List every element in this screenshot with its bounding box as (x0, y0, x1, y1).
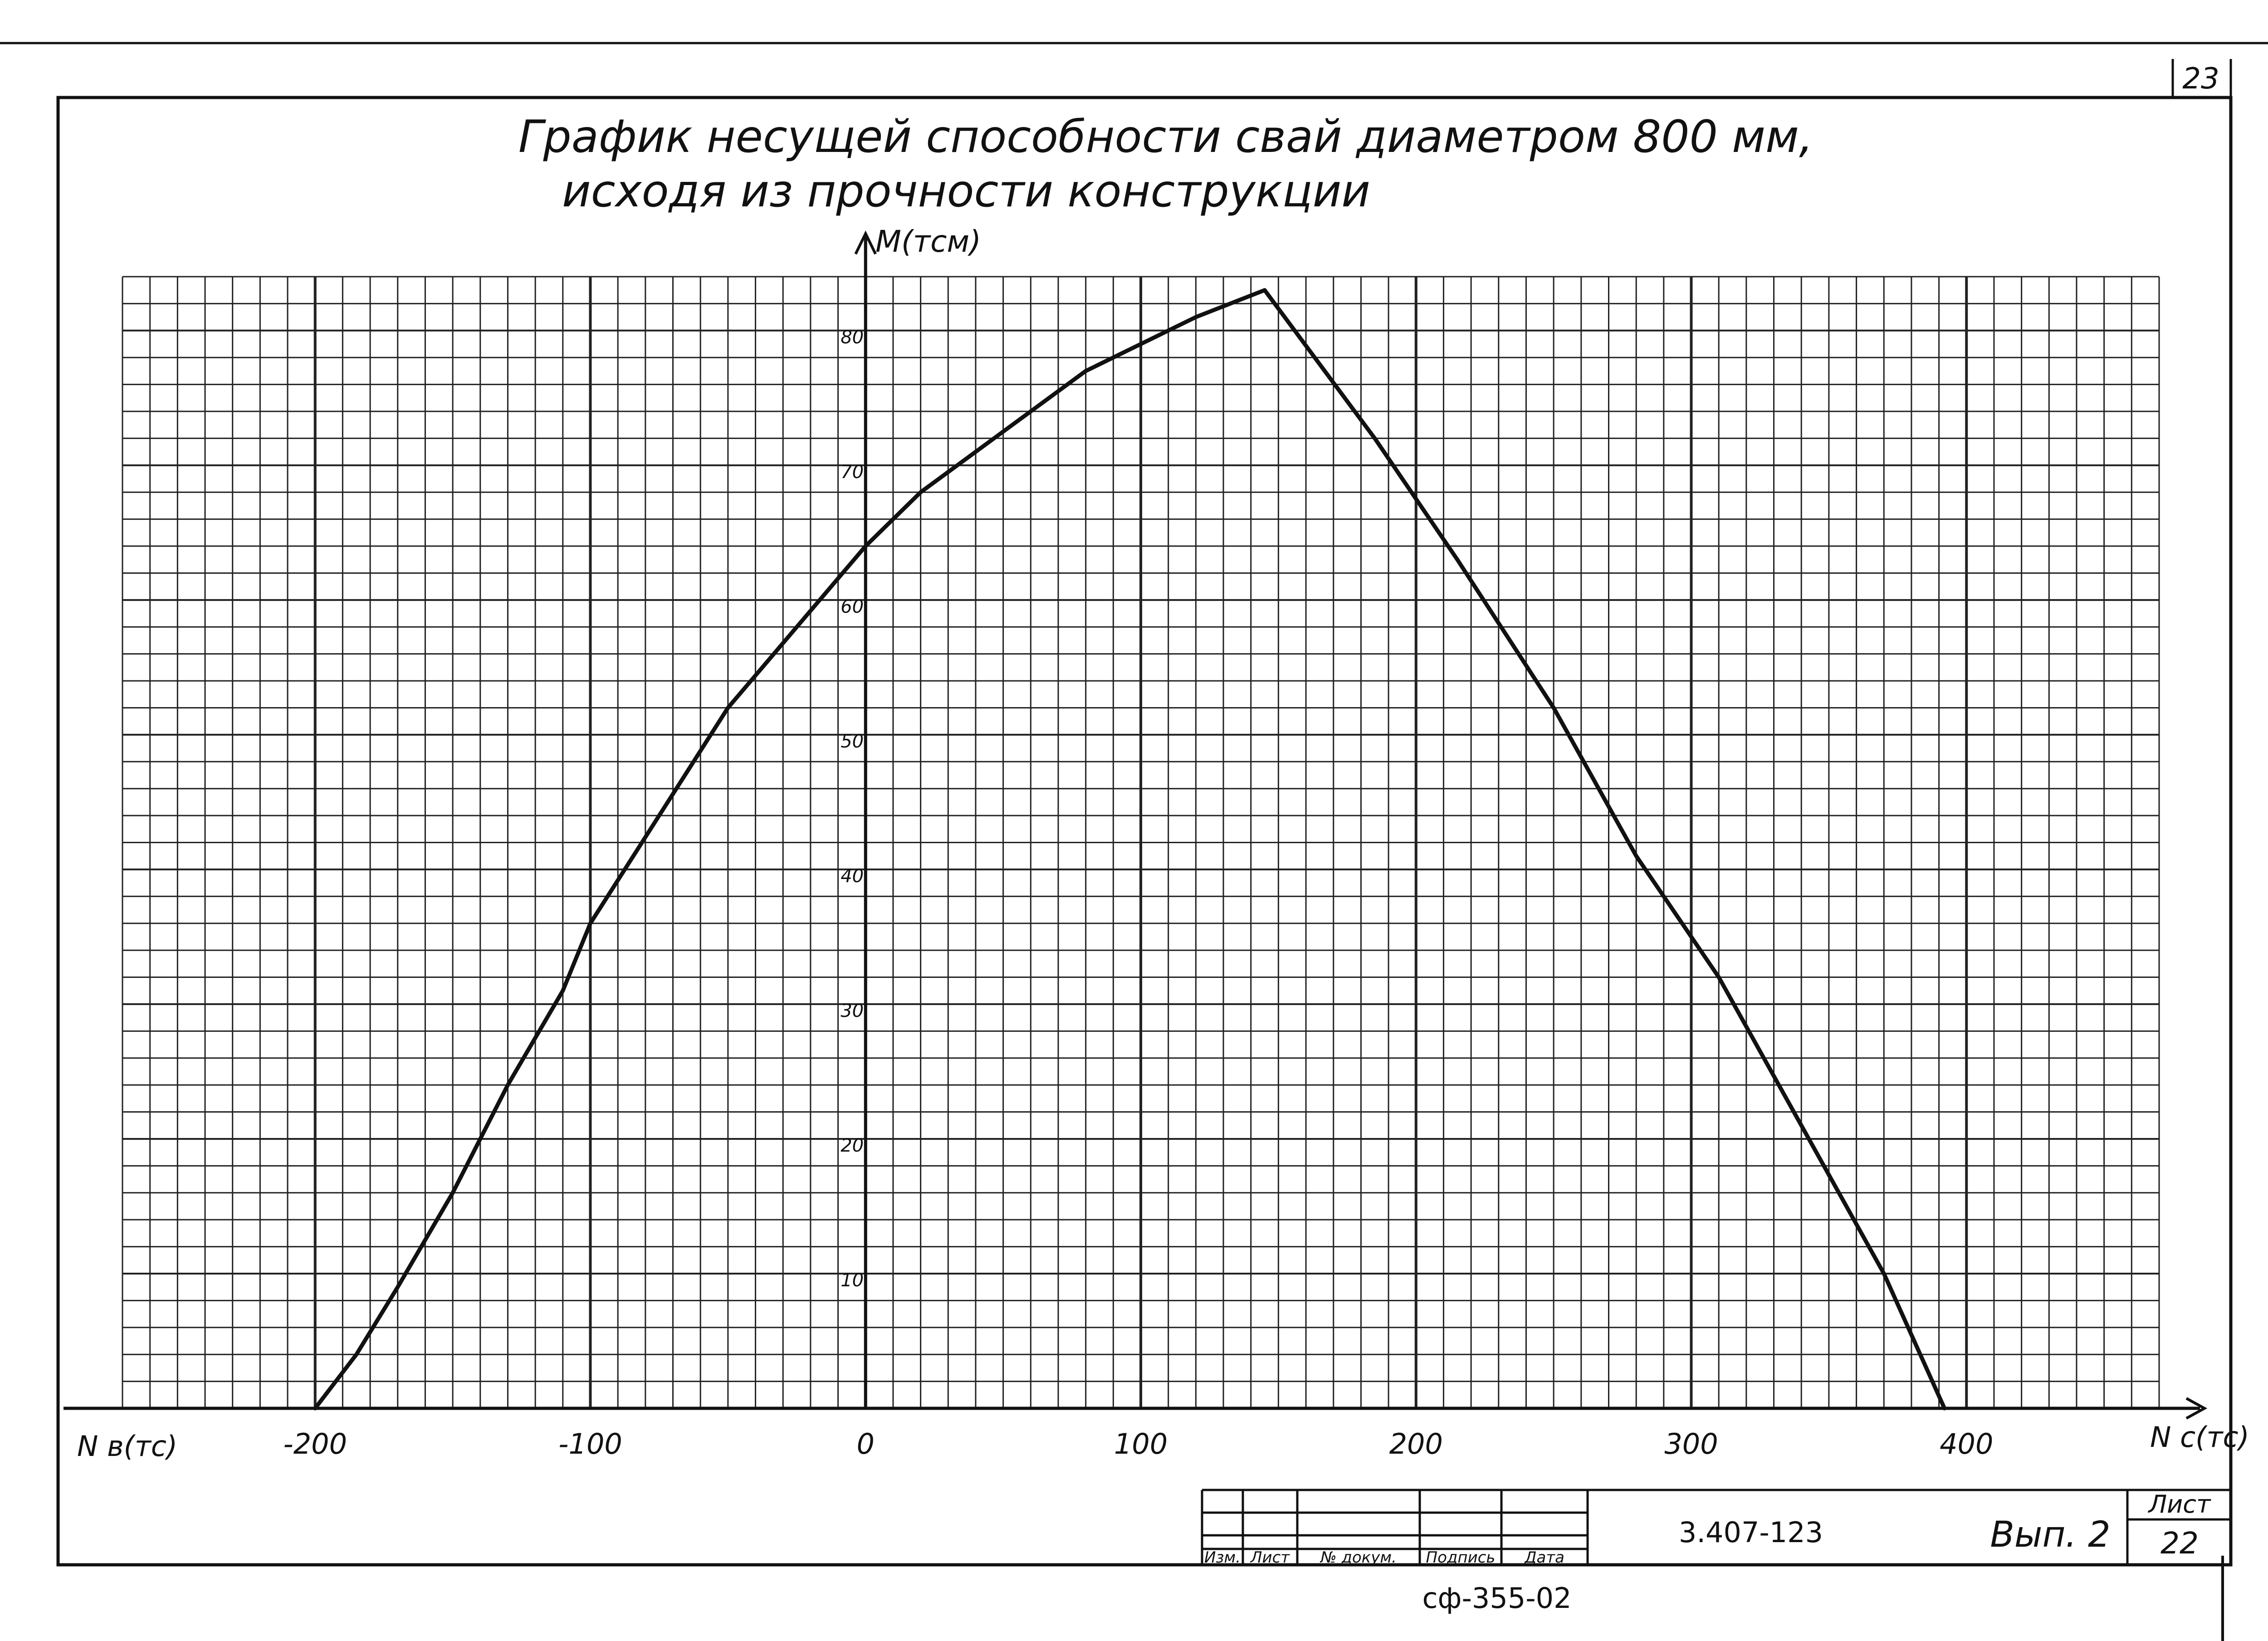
sheet-label: Лист (2148, 1490, 2211, 1519)
x-axis-label-left: N в(тс) (77, 1430, 177, 1463)
chart-title-line-2: исходя из прочности конструкции (562, 166, 1370, 217)
data-point (356, 1354, 357, 1355)
sheet-frame (0, 42, 2268, 1641)
document-designation: 3.407-123 (1679, 1516, 1823, 1549)
chart-axes (64, 230, 2208, 1420)
title-block-header-doc: № докум. (1320, 1548, 1397, 1567)
series-line (313, 288, 1947, 1411)
title-block-header-signature: Подпись (1426, 1548, 1496, 1567)
x-tick-label: 400 (1940, 1427, 1993, 1460)
data-point (1801, 1125, 1802, 1126)
title-block-header-date: Дата (1524, 1548, 1564, 1567)
title-block-header-izm: Изм. (1204, 1548, 1241, 1567)
x-tick-label: 200 (1389, 1427, 1443, 1460)
y-tick-label: 20 (841, 1135, 864, 1156)
title-block (1201, 1489, 2231, 1565)
x-tick-label: 0 (857, 1427, 875, 1460)
y-tick-label: 10 (841, 1270, 864, 1291)
data-point (1374, 438, 1375, 439)
y-tick-label: 30 (841, 1001, 864, 1021)
y-tick-label: 50 (841, 731, 864, 752)
x-tick-label: 300 (1664, 1427, 1718, 1460)
title-block-header-list: Лист (1250, 1548, 1290, 1567)
sheet-number: 22 (2160, 1526, 2199, 1561)
y-tick-label: 60 (841, 596, 864, 617)
data-point (865, 546, 866, 547)
chart-series (313, 288, 1947, 1411)
page-number: 23 (2182, 62, 2219, 96)
chart-title-line-1: График несущей способности свай диаметро… (518, 111, 1813, 163)
x-tick-label: -200 (283, 1427, 347, 1460)
y-axis-arrow (854, 230, 877, 255)
y-tick-label: 80 (841, 327, 864, 348)
issue-number: Вып. 2 (1990, 1514, 2110, 1555)
y-axis-label: М(тсм) (875, 224, 981, 259)
chart-tick-labels: -200 -100 0 100 200 300 400 10 20 30 40 50 60 70 80 (283, 327, 1993, 1460)
x-axis-arrow (2185, 1397, 2208, 1420)
y-tick-label: 70 (841, 462, 864, 483)
x-axis-label-right: N с(тс) (2150, 1421, 2249, 1454)
data-point (1944, 1408, 1945, 1409)
y-tick-label: 40 (841, 866, 864, 887)
x-tick-label: 100 (1114, 1427, 1168, 1460)
sheet-code: сф-355-02 (1422, 1582, 1571, 1615)
data-point (920, 492, 921, 493)
x-tick-label: -100 (558, 1427, 622, 1460)
chart-grid (122, 276, 2160, 1409)
